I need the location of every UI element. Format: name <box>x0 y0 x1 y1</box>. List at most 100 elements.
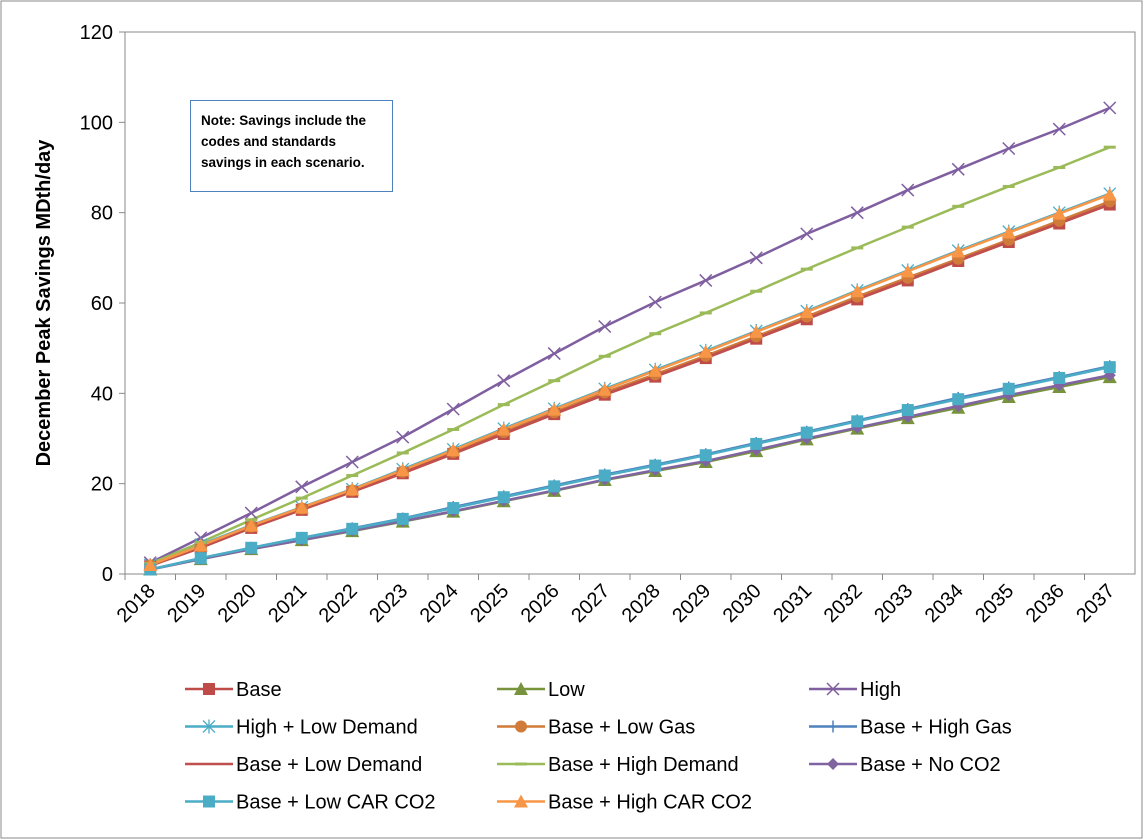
marker <box>193 538 208 552</box>
x-tick-label: 2019 <box>163 580 210 627</box>
series-line <box>149 193 1111 567</box>
x-tick-label: 2029 <box>668 580 715 627</box>
marker <box>515 720 527 733</box>
note-box: Note: Savings include the codes and stan… <box>190 100 393 192</box>
legend-item: High <box>809 679 901 701</box>
marker <box>952 393 965 406</box>
marker <box>1103 101 1117 115</box>
legend-label: High + Low Demand <box>236 717 418 739</box>
y-axis-label: December Peak Savings MDth/day <box>33 139 55 467</box>
marker <box>750 437 763 450</box>
x-tick-label: 2025 <box>466 580 513 627</box>
x-tick-label: 2032 <box>820 580 867 627</box>
marker <box>203 795 215 808</box>
marker <box>245 541 258 554</box>
marker <box>295 480 309 494</box>
x-tick-label: 2035 <box>971 580 1018 627</box>
marker <box>1052 206 1067 220</box>
series-line <box>149 146 1111 565</box>
marker <box>203 683 215 695</box>
marker <box>597 382 612 396</box>
marker <box>827 758 839 770</box>
series-line <box>149 106 1111 564</box>
legend-label: Base <box>236 679 282 701</box>
marker <box>395 463 410 477</box>
x-tick-label: 2027 <box>567 580 614 627</box>
marker <box>496 422 511 436</box>
marker <box>1002 141 1016 156</box>
marker <box>1001 225 1016 239</box>
x-tick-label: 2023 <box>365 580 412 627</box>
legend-item: Base + Low CAR CO2 <box>185 792 436 814</box>
legend-item: Low <box>497 679 585 701</box>
marker <box>827 720 839 733</box>
marker <box>345 482 360 496</box>
marker <box>548 480 561 493</box>
marker <box>396 512 409 525</box>
y-tick-label: 40 <box>91 383 113 405</box>
marker <box>799 305 814 319</box>
marker <box>295 531 308 544</box>
marker <box>749 324 764 338</box>
marker <box>346 522 359 535</box>
marker <box>446 443 461 457</box>
y-tick-label: 20 <box>91 474 113 496</box>
marker <box>850 206 864 220</box>
x-tick-label: 2018 <box>113 580 160 627</box>
y-tick-label: 120 <box>80 22 113 44</box>
y-tick-label: 80 <box>91 203 113 225</box>
x-tick-label: 2034 <box>921 580 968 627</box>
legend-label: Base + High Gas <box>860 717 1012 739</box>
legend-label: Base + No CO2 <box>860 754 1001 776</box>
legend-label: Base + High CAR CO2 <box>548 792 752 814</box>
marker <box>514 682 528 695</box>
x-tick-label: 2037 <box>1072 580 1119 627</box>
marker <box>1052 122 1066 136</box>
marker <box>514 794 528 808</box>
y-tick-label: 100 <box>80 112 113 134</box>
marker <box>649 459 662 472</box>
marker <box>244 518 259 532</box>
marker <box>194 552 207 565</box>
marker <box>901 404 914 417</box>
x-tick-label: 2026 <box>517 580 564 627</box>
x-tick-label: 2028 <box>618 580 665 627</box>
marker <box>446 402 460 416</box>
marker <box>447 502 460 515</box>
marker <box>648 363 663 377</box>
marker <box>699 273 713 287</box>
series-line <box>149 374 1110 571</box>
x-tick-label: 2020 <box>214 580 261 627</box>
marker <box>598 469 611 482</box>
legend-item: Base <box>185 679 282 701</box>
legend-label: Low <box>548 679 585 701</box>
legend-label: Base + High Demand <box>548 754 739 776</box>
x-tick-label: 2033 <box>870 580 917 627</box>
marker <box>800 227 814 241</box>
legend-item: Base + High Gas <box>809 717 1012 739</box>
marker <box>396 430 410 444</box>
series-line <box>149 365 1111 571</box>
x-tick-label: 2024 <box>416 580 463 627</box>
x-tick-label: 2030 <box>719 580 766 627</box>
marker <box>202 719 216 734</box>
marker <box>851 415 864 428</box>
x-tick-label: 2021 <box>264 580 311 627</box>
legend-item: Base + Low Gas <box>497 717 695 739</box>
marker <box>294 500 309 514</box>
x-tick-label: 2022 <box>315 580 362 627</box>
marker <box>345 455 359 469</box>
marker <box>698 344 713 358</box>
x-tick-label: 2031 <box>769 580 816 627</box>
marker <box>547 347 561 361</box>
marker <box>900 264 915 278</box>
marker <box>850 284 865 298</box>
marker <box>699 449 712 462</box>
marker <box>497 374 511 388</box>
series-line <box>149 202 1111 567</box>
legend-label: High <box>860 679 901 701</box>
x-tick-label: 2036 <box>1022 580 1069 627</box>
